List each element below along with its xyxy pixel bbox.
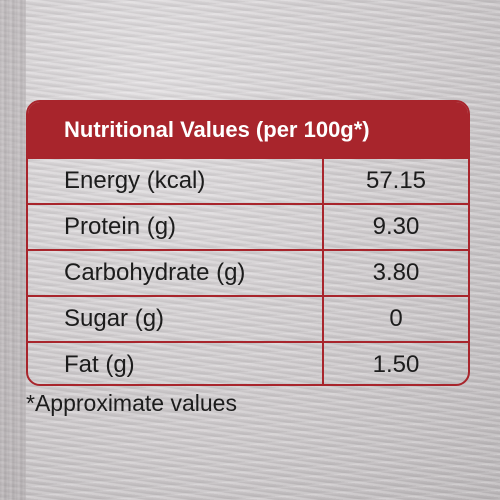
table-row-carbohydrate: Carbohydrate (g) 3.80	[28, 249, 468, 295]
table-row-energy: Energy (kcal) 57.15	[28, 157, 468, 203]
row-value: 3.80	[372, 259, 420, 286]
table-row-sugar: Sugar (g) 0	[28, 295, 468, 341]
row-label: Sugar (g)	[64, 305, 165, 332]
row-value: 57.15	[365, 167, 427, 194]
table-row-protein: Protein (g) 9.30	[28, 203, 468, 249]
paper-edge-texture	[0, 0, 26, 500]
row-value: 9.30	[372, 213, 420, 240]
column-divider	[322, 157, 324, 384]
row-label: Carbohydrate (g)	[64, 259, 246, 286]
row-value: 0	[389, 305, 403, 332]
row-label: Protein (g)	[64, 213, 177, 240]
table-row-fat: Fat (g) 1.50	[28, 341, 468, 384]
row-label: Fat (g)	[64, 351, 135, 378]
table-title: Nutritional Values (per 100g*)	[28, 102, 468, 157]
row-label: Energy (kcal)	[64, 167, 206, 194]
footnote: *Approximate values	[26, 390, 237, 416]
row-value: 1.50	[372, 351, 420, 378]
nutrition-table: Nutritional Values (per 100g*) Energy (k…	[26, 100, 470, 386]
